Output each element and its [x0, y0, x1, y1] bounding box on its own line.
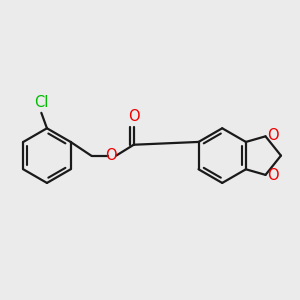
- Text: O: O: [268, 128, 279, 143]
- Text: O: O: [106, 148, 117, 164]
- Text: O: O: [268, 168, 279, 183]
- Text: Cl: Cl: [34, 95, 49, 110]
- Text: O: O: [128, 109, 140, 124]
